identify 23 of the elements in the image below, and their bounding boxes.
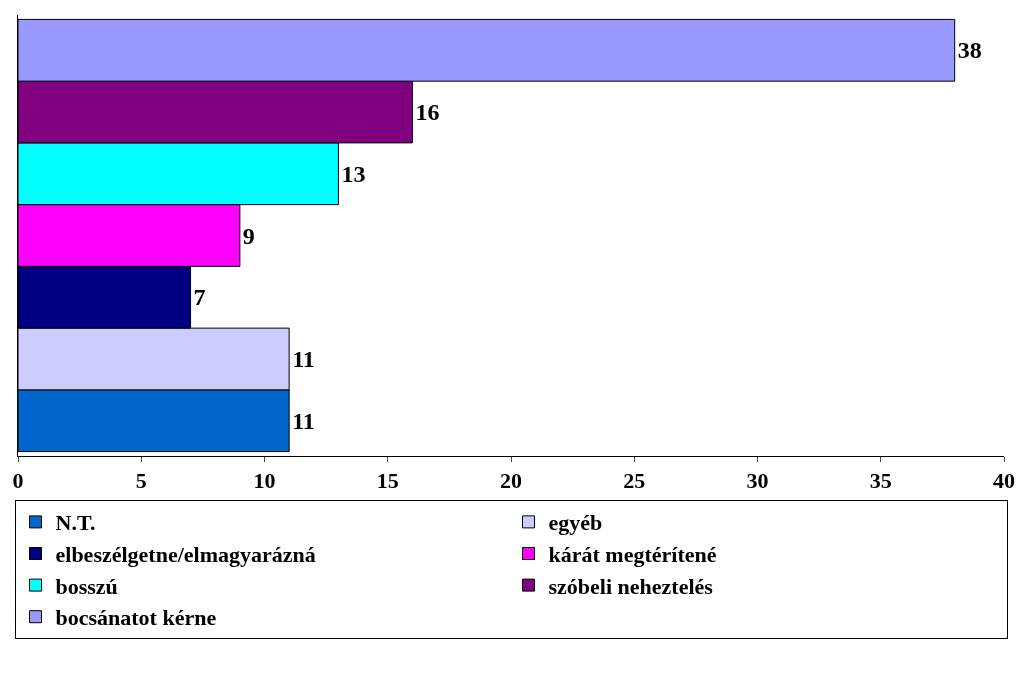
- x-tick-label: 5: [135, 468, 147, 494]
- x-tick-label: 20: [500, 468, 522, 494]
- x-tick-label: 15: [376, 468, 399, 494]
- legend-label: bosszú: [55, 573, 118, 599]
- legend-label: bocsánatot kérne: [55, 605, 217, 631]
- x-tick-label: 0: [12, 468, 24, 494]
- legend-label: szóbeli neheztelés: [548, 573, 714, 599]
- legend-label: egyéb: [548, 510, 603, 536]
- x-tick-label: 10: [253, 468, 276, 494]
- data-label: 9: [242, 222, 255, 249]
- data-label: 16: [415, 99, 440, 126]
- legend-label: elbeszélgetne/elmagyarázná: [55, 542, 316, 568]
- data-label: 11: [292, 345, 315, 372]
- data-label: 11: [292, 407, 315, 434]
- data-label: 38: [957, 37, 982, 64]
- x-tick-label: 25: [623, 468, 646, 494]
- legend-label: kárát megtérítené: [548, 542, 717, 568]
- data-label: 13: [341, 160, 366, 187]
- x-tick-label: 30: [746, 468, 769, 494]
- x-tick-label: 40: [993, 468, 1015, 494]
- legend-label: N.T.: [55, 510, 96, 536]
- data-label: 7: [193, 284, 206, 311]
- x-tick-label: 35: [869, 468, 892, 494]
